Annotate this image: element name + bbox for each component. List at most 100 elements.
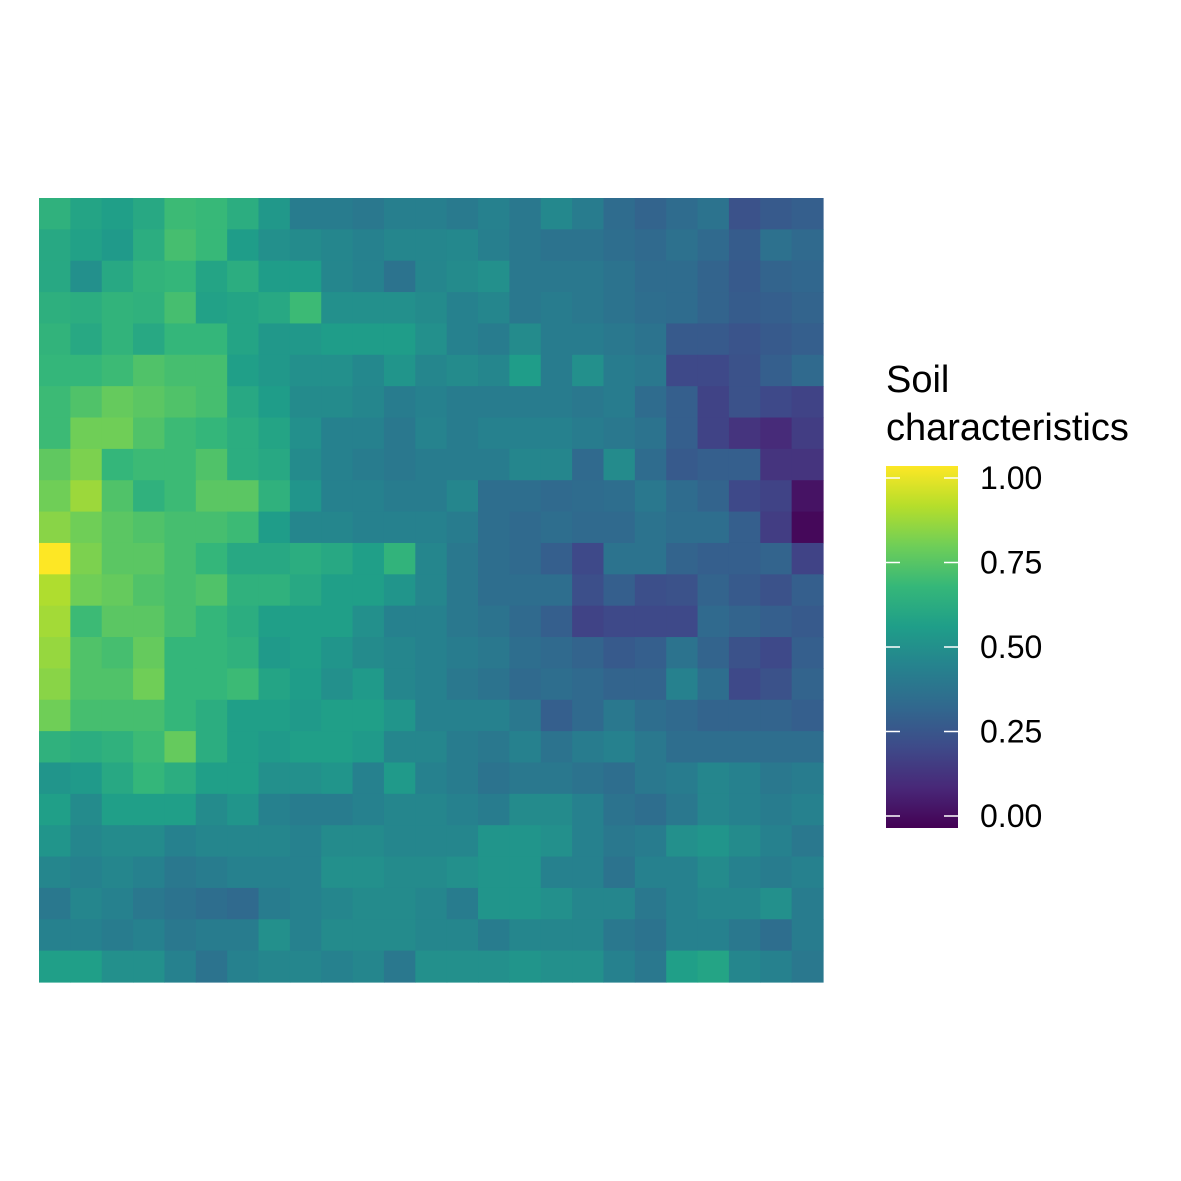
heatmap-cell — [258, 574, 291, 607]
heatmap-cell — [289, 699, 322, 732]
heatmap-cell — [540, 856, 573, 889]
heatmap-cell — [760, 574, 793, 607]
heatmap-cell — [509, 354, 542, 387]
heatmap-cell — [415, 856, 448, 889]
heatmap-cell — [540, 229, 573, 262]
heatmap-cell — [791, 511, 824, 544]
heatmap-cell — [383, 354, 416, 387]
heatmap-cell — [289, 574, 322, 607]
heatmap-cell — [70, 229, 103, 262]
heatmap-cell — [321, 354, 354, 387]
heatmap-cell — [760, 668, 793, 701]
heatmap-cell — [760, 511, 793, 544]
heatmap-cell — [352, 480, 385, 513]
heatmap-cell — [70, 699, 103, 732]
heatmap-cell — [540, 605, 573, 638]
heatmap-cell — [39, 856, 71, 889]
heatmap-cell — [195, 229, 228, 262]
heatmap-cell — [603, 198, 636, 230]
heatmap-cell — [321, 605, 354, 638]
heatmap-cell — [352, 542, 385, 575]
heatmap-cell — [728, 637, 761, 669]
heatmap-cell — [101, 292, 134, 325]
heatmap-cell — [133, 480, 166, 513]
heatmap-cell — [666, 950, 699, 983]
heatmap-cell — [478, 699, 510, 732]
heatmap-cell — [227, 637, 260, 669]
heatmap-cell — [70, 480, 103, 513]
heatmap-cell — [540, 198, 573, 230]
heatmap-cell — [415, 480, 448, 513]
heatmap-cell — [383, 605, 416, 638]
heatmap-cell — [227, 229, 260, 262]
heatmap-cell — [728, 511, 761, 544]
heatmap-cell — [164, 480, 197, 513]
heatmap-cell — [572, 699, 605, 732]
heatmap-cell — [509, 637, 542, 669]
heatmap-cell — [540, 542, 573, 575]
heatmap-cell — [164, 793, 197, 826]
heatmap-cell — [478, 793, 510, 826]
heatmap-cell — [383, 731, 416, 764]
heatmap-cell — [289, 887, 322, 920]
heatmap-cell — [666, 417, 699, 450]
colorbar-tick-label: 1.00 — [980, 460, 1042, 496]
heatmap-cell — [70, 731, 103, 764]
heatmap-cell — [478, 386, 510, 419]
heatmap-cell — [383, 260, 416, 293]
heatmap-cell — [572, 229, 605, 262]
heatmap-cell — [133, 386, 166, 419]
heatmap-cell — [760, 229, 793, 262]
heatmap-cell — [760, 198, 793, 230]
heatmap-cell — [415, 542, 448, 575]
heatmap-cell — [603, 825, 636, 858]
heatmap-cell — [258, 323, 291, 356]
heatmap-cell — [383, 668, 416, 701]
heatmap-cell — [164, 731, 197, 764]
heatmap-cell — [697, 919, 730, 952]
heatmap-cell — [791, 825, 824, 858]
heatmap-cell — [634, 480, 667, 513]
heatmap-cell — [70, 292, 103, 325]
heatmap-cell — [572, 323, 605, 356]
heatmap-cell — [540, 511, 573, 544]
heatmap-cell — [70, 354, 103, 387]
heatmap-cell — [383, 511, 416, 544]
heatmap-cell — [478, 292, 510, 325]
heatmap-cell — [760, 292, 793, 325]
heatmap-cell — [728, 386, 761, 419]
heatmap-cell — [791, 919, 824, 952]
heatmap-cell — [634, 950, 667, 983]
heatmap-cell — [634, 919, 667, 952]
heatmap-cell — [164, 292, 197, 325]
heatmap-cell — [666, 354, 699, 387]
heatmap-cell — [666, 793, 699, 826]
heatmap-cell — [415, 354, 448, 387]
heatmap-cell — [227, 511, 260, 544]
heatmap-cell — [321, 260, 354, 293]
heatmap-cell — [258, 511, 291, 544]
heatmap-cell — [446, 856, 479, 889]
heatmap-cell — [352, 668, 385, 701]
heatmap-cell — [258, 919, 291, 952]
heatmap-cell — [39, 511, 71, 544]
heatmap-cell — [383, 887, 416, 920]
heatmap-cell — [289, 511, 322, 544]
heatmap-cell — [572, 354, 605, 387]
colorbar-tick-label: 0.00 — [980, 798, 1042, 834]
heatmap-cell — [540, 731, 573, 764]
heatmap-cell — [728, 354, 761, 387]
heatmap-cell — [258, 731, 291, 764]
legend-title-line-2: characteristics — [886, 407, 1129, 449]
heatmap-cell — [697, 699, 730, 732]
heatmap-cell — [478, 605, 510, 638]
heatmap-cell — [478, 229, 510, 262]
heatmap-cell — [101, 731, 134, 764]
heatmap-cell — [164, 887, 197, 920]
heatmap-cell — [39, 354, 71, 387]
heatmap-cell — [227, 731, 260, 764]
heatmap-cell — [352, 731, 385, 764]
heatmap-cell — [446, 887, 479, 920]
heatmap-cell — [478, 731, 510, 764]
heatmap-cell — [603, 574, 636, 607]
